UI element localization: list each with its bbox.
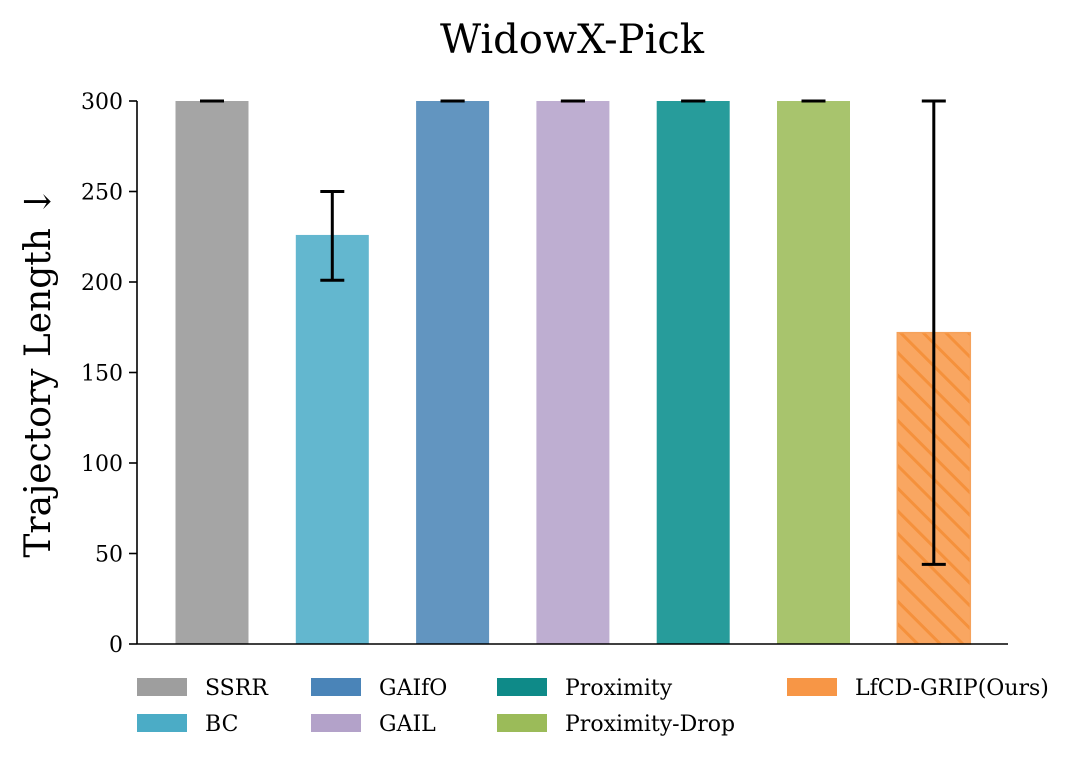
bar-bc xyxy=(295,234,369,644)
bar-gaifo xyxy=(416,101,490,644)
bar-gail xyxy=(536,101,610,644)
legend-label: GAIL xyxy=(379,712,436,737)
legend-swatch xyxy=(497,678,547,696)
y-tick-label: 100 xyxy=(81,452,123,477)
bar-proximity-drop xyxy=(777,101,850,644)
legend: SSRR BC GAIfO GAIL Proximity Proximity-Drop Lf… xyxy=(137,676,1049,737)
bars xyxy=(175,101,972,645)
legend-swatch xyxy=(137,678,187,696)
y-tick-label: 300 xyxy=(81,90,123,115)
legend-label: SSRR xyxy=(205,676,269,701)
legend-swatch xyxy=(311,714,361,732)
legend-label: GAIfO xyxy=(379,676,447,701)
error-bars xyxy=(200,99,946,566)
chart-title: WidowX-Pick xyxy=(440,17,705,63)
bar-proximity xyxy=(656,101,730,644)
legend-swatch xyxy=(787,678,837,696)
bar-ssrr xyxy=(175,101,249,644)
y-tick-label: 50 xyxy=(95,543,123,568)
legend-label: BC xyxy=(205,712,238,737)
y-axis-ticks: 0 50 100 150 200 250 300 xyxy=(81,90,137,658)
legend-swatch xyxy=(497,714,547,732)
y-tick-label: 200 xyxy=(81,271,123,296)
legend-swatch xyxy=(137,714,187,732)
legend-label: LfCD-GRIP(Ours) xyxy=(855,676,1049,701)
y-tick-label: 250 xyxy=(81,181,123,206)
y-tick-label: 150 xyxy=(81,362,123,387)
legend-label: Proximity-Drop xyxy=(565,712,735,737)
legend-label: Proximity xyxy=(565,676,673,701)
y-axis-label: Trajectory Length ↓ xyxy=(18,186,59,557)
y-tick-label: 0 xyxy=(109,633,123,658)
legend-swatch xyxy=(311,678,361,696)
